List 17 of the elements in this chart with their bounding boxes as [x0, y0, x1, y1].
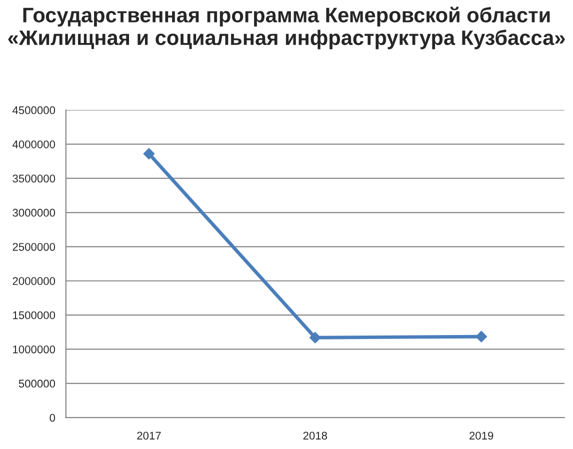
point [143, 148, 155, 160]
x-tick-label: 2017 [137, 432, 161, 440]
y-tick-label: 1500000 [13, 311, 56, 320]
y-tick-label: 2500000 [12, 242, 56, 251]
y-tick-label: 1000000 [13, 345, 56, 354]
point [476, 330, 487, 342]
point [310, 332, 321, 344]
chart-title: Государственная программа Кемеровской области «Жилищная и социальная инфраструктура Кузбасса» [8, 6, 565, 50]
y-tick-label: 4000000 [12, 140, 56, 148]
y-tick-label: 0 [50, 414, 56, 422]
y-tick-label: 4500000 [12, 106, 56, 114]
x-tick-label: 2018 [303, 432, 328, 440]
y-tick-label: 3000000 [12, 208, 56, 217]
y-tick-label: 2000000 [12, 277, 56, 286]
y-tick-label: 500000 [18, 380, 56, 388]
x-tick-label: 2019 [470, 432, 494, 440]
y-tick-label: 3500000 [12, 174, 56, 182]
